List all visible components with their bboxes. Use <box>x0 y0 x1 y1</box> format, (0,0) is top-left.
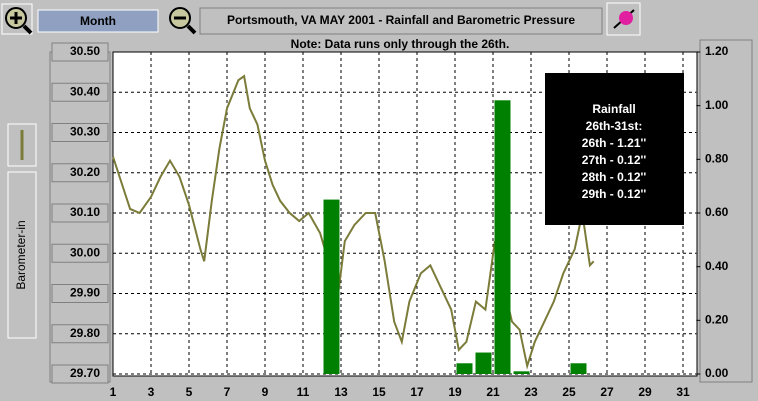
month-button[interactable] <box>37 9 159 33</box>
y2-tick-label: 0.20 <box>705 313 729 327</box>
y2-tick-label: 1.20 <box>705 44 729 58</box>
legend-label: Barometer-in <box>14 220 28 289</box>
annotation-line: 26th-31st: <box>586 119 643 133</box>
y-tick-box <box>51 364 109 384</box>
x-tick-label: 27 <box>600 385 614 399</box>
zoom-out-button[interactable] <box>169 7 197 35</box>
x-tick-label: 9 <box>262 385 269 399</box>
rain-bar <box>513 371 530 374</box>
barometer-line <box>112 74 595 370</box>
annotation-line: 27th - 0.12'' <box>582 153 647 167</box>
y-tick-label: 30.00 <box>70 245 100 259</box>
title-box <box>199 7 603 35</box>
x-tick-label: 21 <box>486 385 500 399</box>
x-tick-label: 5 <box>186 385 193 399</box>
y-tick-label: 30.20 <box>70 165 100 179</box>
rain-bar <box>323 199 340 374</box>
rain-bar <box>570 363 587 374</box>
chart-title: Portsmouth, VA MAY 2001 - Rainfall and B… <box>227 13 575 27</box>
x-tick-label: 15 <box>372 385 386 399</box>
y2-tick-label: 0.80 <box>705 152 729 166</box>
y-tick-box <box>51 243 109 263</box>
y2-axis-panel <box>699 39 753 383</box>
y2-tick-label: 0.40 <box>705 259 729 273</box>
x-tick-label: 29 <box>638 385 652 399</box>
x-tick-label: 19 <box>448 385 462 399</box>
month-button-label[interactable]: Month <box>80 14 116 28</box>
annotation-line: 28th - 0.12'' <box>582 170 647 184</box>
x-tick-label: 25 <box>562 385 576 399</box>
annotation-line: 29th - 0.12'' <box>582 187 647 201</box>
x-tick-label: 13 <box>334 385 348 399</box>
y-tick-box <box>51 82 109 102</box>
y2-tick-label: 0.60 <box>705 205 729 219</box>
y2-tick-label: 0.00 <box>705 366 729 380</box>
y-tick-label: 30.10 <box>70 205 100 219</box>
y-tick-box <box>51 203 109 223</box>
y-tick-label: 29.90 <box>70 286 100 300</box>
annotation-line: 26th - 1.21'' <box>582 136 647 150</box>
y-tick-label: 30.30 <box>70 125 100 139</box>
legend-button[interactable] <box>7 171 37 339</box>
y-tick-label: 29.70 <box>70 366 100 380</box>
y-tick-box <box>51 324 109 344</box>
x-tick-label: 31 <box>676 385 690 399</box>
x-tick-label: 17 <box>410 385 424 399</box>
x-tick-label: 11 <box>297 385 310 399</box>
y-tick-box <box>51 284 109 303</box>
annotation-box <box>545 73 684 225</box>
x-tick-label: 7 <box>224 385 231 399</box>
clear-button[interactable] <box>606 2 641 36</box>
rain-bar <box>456 363 473 374</box>
zoom-in-button[interactable] <box>1 3 33 35</box>
y-tick-label: 30.40 <box>70 84 100 98</box>
y-tick-label: 29.80 <box>70 326 100 340</box>
rain-bar <box>475 352 492 374</box>
x-tick-label: 3 <box>148 385 155 399</box>
y-tick-box <box>51 123 109 142</box>
x-tick-label: 1 <box>110 385 117 399</box>
y-tick-box <box>51 163 109 183</box>
y-tick-box <box>51 42 109 62</box>
rain-bar <box>494 100 511 375</box>
y-tick-label: 30.50 <box>70 44 100 58</box>
annotation-line: Rainfall <box>592 102 635 116</box>
chart-note: Note: Data runs only through the 26th. <box>291 37 510 51</box>
y2-tick-label: 1.00 <box>705 98 729 112</box>
x-tick-label: 23 <box>524 385 538 399</box>
